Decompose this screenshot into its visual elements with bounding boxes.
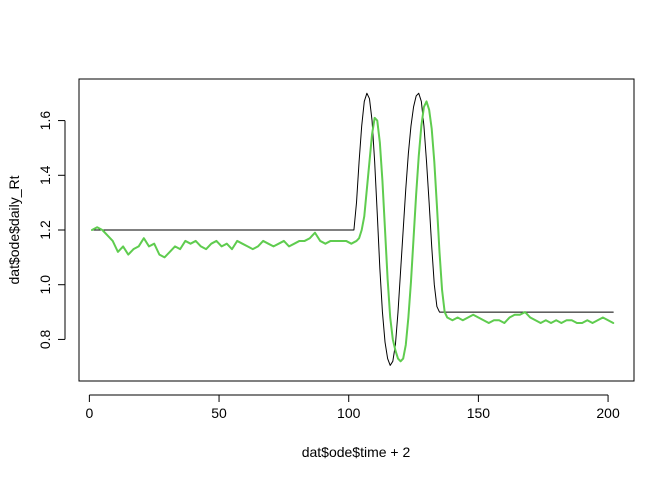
y-axis: 0.8 1.0 1.2 1.4 1.6	[37, 111, 66, 349]
y-axis-label: dat$ode$daily_Rt	[6, 175, 22, 284]
y-tick-label: 1.2	[37, 220, 53, 240]
x-tick-label: 50	[211, 405, 227, 421]
y-tick-label: 1.0	[37, 275, 53, 295]
x-tick-label: 0	[85, 405, 93, 421]
x-tick-label: 100	[337, 405, 361, 421]
y-tick-label: 1.4	[37, 165, 53, 185]
x-axis-label: dat$ode$time + 2	[302, 444, 411, 460]
series-layer	[90, 92, 615, 366]
y-tick-label: 1.6	[37, 111, 53, 131]
x-tick-label: 150	[467, 405, 491, 421]
series-line-1	[91, 92, 614, 366]
x-tick-label: 200	[596, 405, 620, 421]
y-tick-label: 0.8	[37, 329, 53, 349]
x-axis: 0 50 100 150 200	[85, 394, 620, 421]
series-line-2	[90, 100, 615, 363]
plot-frame	[78, 78, 635, 382]
